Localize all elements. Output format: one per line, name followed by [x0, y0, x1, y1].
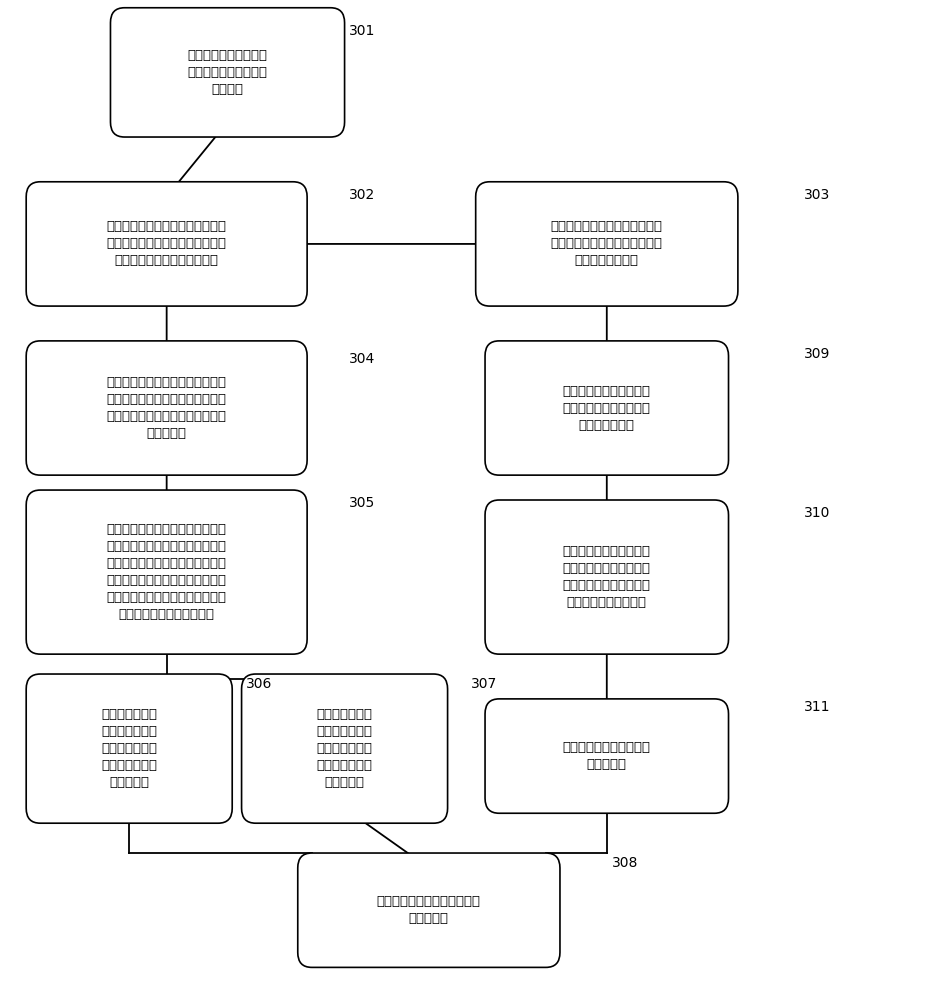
Text: 304: 304 — [349, 352, 376, 366]
Text: 若所述电压最大
值小于所述电压
最小值，确定所
述故障等级为第
三预设等级: 若所述电压最大 值小于所述电压 最小值，确定所 述故障等级为第 三预设等级 — [317, 708, 373, 789]
FancyBboxPatch shape — [485, 500, 728, 654]
Text: 根据所述动力电池的当前
输出电压，进行直流母线
电压估算，获得所述直流
母线估算后的第一电压: 根据所述动力电池的当前 输出电压，进行直流母线 电压估算，获得所述直流 母线估算… — [562, 545, 651, 609]
FancyBboxPatch shape — [26, 490, 307, 654]
FancyBboxPatch shape — [485, 341, 728, 475]
Text: 若通过集成控制器获得的直流母线
电压不为正常状态，检测与直流母
线连接的动力电池的工作状态: 若通过集成控制器获得的直流母线 电压不为正常状态，检测与直流母 线连接的动力电池… — [106, 220, 227, 267]
FancyBboxPatch shape — [485, 699, 728, 813]
Text: 根据所述第一电压，对车
辆进行控制: 根据所述第一电压，对车 辆进行控制 — [562, 741, 651, 771]
Text: 检测集成控制器上获得
的直流母线电压是否为
正常状态: 检测集成控制器上获得 的直流母线电压是否为 正常状态 — [187, 49, 268, 96]
FancyBboxPatch shape — [110, 8, 345, 137]
Text: 301: 301 — [349, 24, 376, 38]
Text: 根据所述高压部件的当前输入电压
，进行直流母线电压估算的最大值
运算，获得所述直流母线估算后的
电压最大值，以及进行直流母线电
压估算的最小值运算，获得所述直
: 根据所述高压部件的当前输入电压 ，进行直流母线电压估算的最大值 运算，获得所述直… — [106, 523, 227, 621]
Text: 若所述电压最大
值大于所述电压
最小值，确定所
述故障等级为第
二预设等级: 若所述电压最大 值大于所述电压 最小值，确定所 述故障等级为第 二预设等级 — [101, 708, 157, 789]
FancyBboxPatch shape — [476, 182, 738, 306]
Text: 303: 303 — [804, 188, 830, 202]
FancyBboxPatch shape — [26, 182, 307, 306]
Text: 302: 302 — [349, 188, 376, 202]
Text: 若所述动力电池的工作状态为未
故障状态，确定所述故障等级为
第一预设故障等级: 若所述动力电池的工作状态为未 故障状态，确定所述故障等级为 第一预设故障等级 — [551, 220, 663, 267]
Text: 311: 311 — [804, 700, 830, 714]
Text: 309: 309 — [804, 347, 830, 361]
Text: 308: 308 — [611, 856, 638, 870]
Text: 执行与所述故障等级对应的预
设处理机制: 执行与所述故障等级对应的预 设处理机制 — [377, 895, 480, 925]
Text: 306: 306 — [246, 677, 272, 691]
Text: 305: 305 — [349, 496, 376, 510]
Text: 310: 310 — [804, 506, 830, 520]
FancyBboxPatch shape — [241, 674, 447, 823]
FancyBboxPatch shape — [26, 674, 233, 823]
Text: 在所述故障等级为第一预
设等级时，获得动力电池
的当前输出电压: 在所述故障等级为第一预 设等级时，获得动力电池 的当前输出电压 — [562, 385, 651, 432]
FancyBboxPatch shape — [26, 341, 307, 475]
Text: 若所述动力电池的工作状态为故障
状态，则检测连接于集成控制器与
直流母线之间的多个高压部件的当
前输入电压: 若所述动力电池的工作状态为故障 状态，则检测连接于集成控制器与 直流母线之间的多… — [106, 376, 227, 440]
Text: 307: 307 — [471, 677, 497, 691]
FancyBboxPatch shape — [298, 853, 560, 967]
